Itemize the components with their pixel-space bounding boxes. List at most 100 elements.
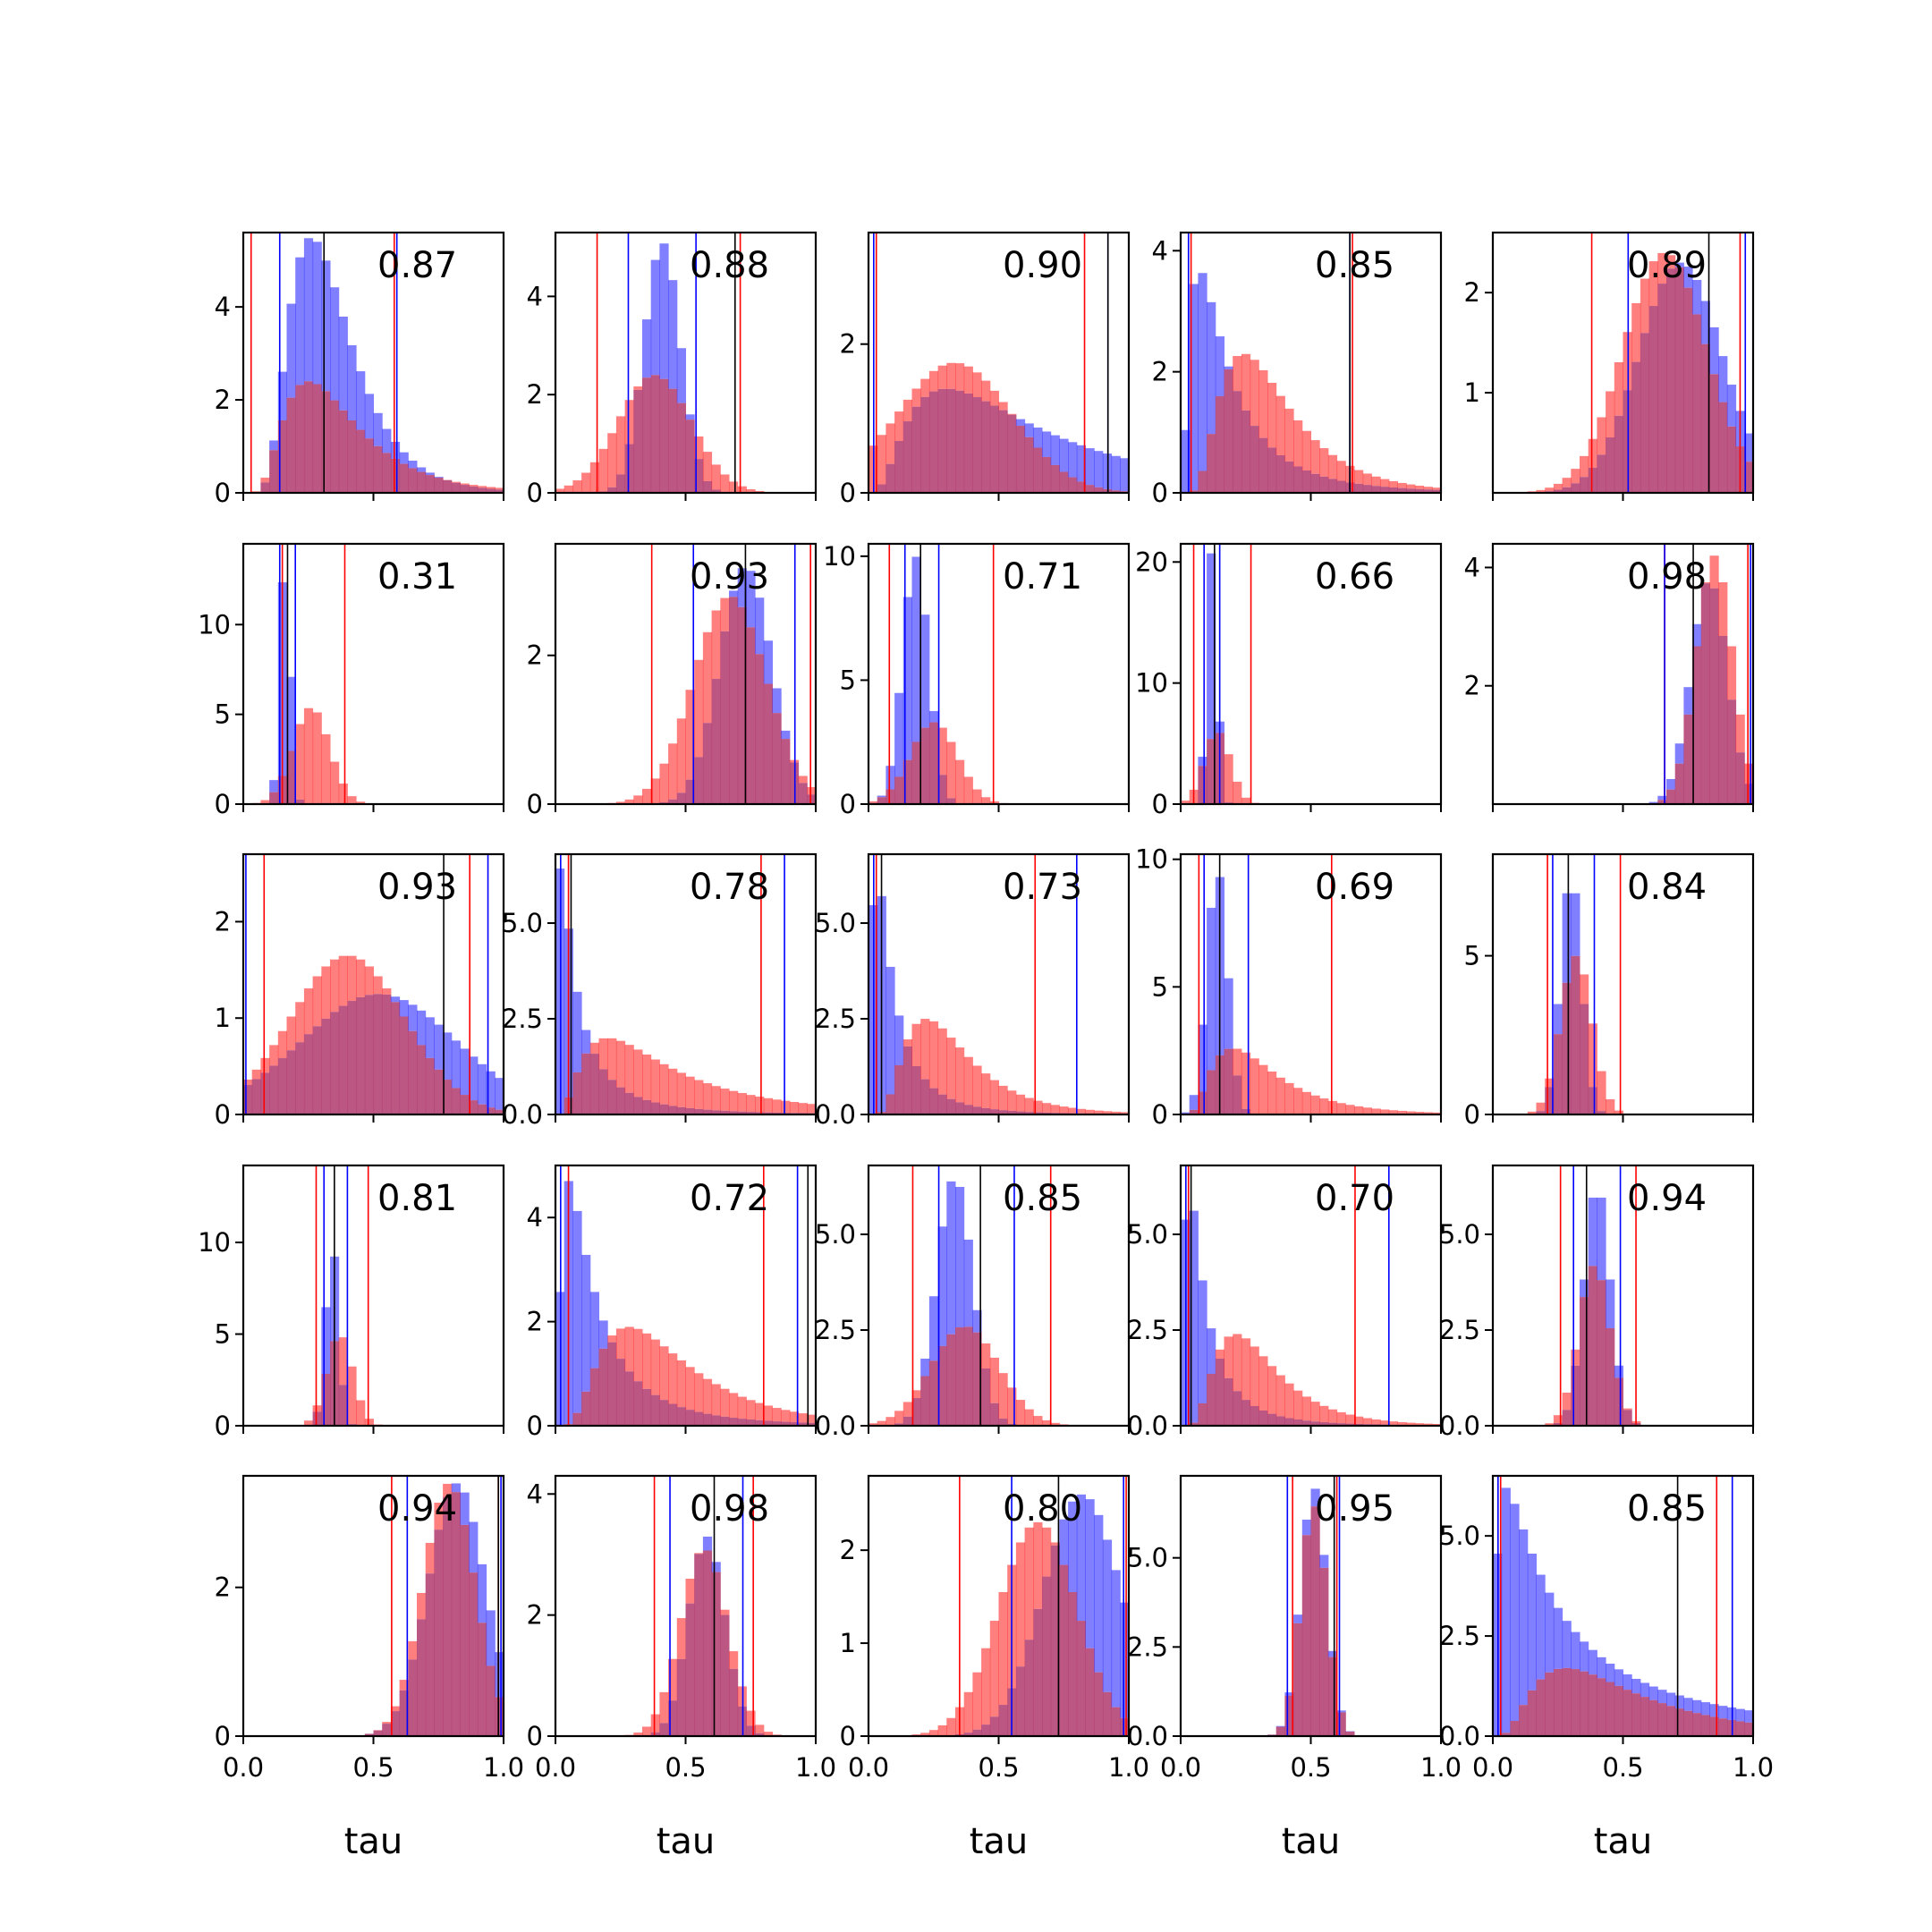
x-axis-label: tau [344,1821,403,1862]
histogram-bar-overlap [711,1110,721,1114]
histogram-bar-overlap [1380,487,1390,493]
histogram-bar [615,416,626,475]
y-tick-label: 0.0 [1439,1411,1480,1441]
histogram-bar-overlap [1527,1690,1537,1736]
histogram-bar [650,1059,660,1103]
histogram-bar [1606,1279,1615,1328]
histogram-bar-overlap [1580,1004,1589,1114]
panel-annotation: 0.88 [690,245,769,286]
histogram-bar [460,1048,470,1096]
histogram-bar-overlap [920,727,930,804]
histogram-bar-overlap [347,419,357,493]
histogram-bar [1033,1521,1043,1609]
quantile-lines [1497,1476,1733,1736]
histogram-bar [1562,893,1572,983]
histogram-bar [495,487,504,490]
histogram-bar-overlap [946,1098,956,1114]
histogram-bar-overlap [911,1398,921,1426]
histogram-bar-overlap [685,1603,695,1736]
histogram-bar [1284,1082,1294,1114]
histogram-bar-overlap [1284,1695,1294,1736]
histogram-bar [1657,1690,1667,1704]
histogram-bar [1241,1052,1251,1109]
histogram-bar-overlap [1657,1703,1667,1736]
histogram-bar [1709,1704,1719,1717]
quantile-lines [596,233,741,493]
histogram-bar [295,257,305,386]
histogram-bar-overlap [729,1418,739,1426]
histogram-bar [1744,433,1753,462]
histogram-bar [1068,442,1078,478]
histogram-bar [877,795,886,798]
histogram-bar [937,365,947,389]
histogram-bar [286,303,296,398]
quantile-lines [959,1476,1127,1736]
histogram-bar [789,1102,800,1114]
histogram-bar [1215,1349,1224,1359]
histogram-bar-overlap [902,759,912,804]
histogram-bar-overlap [1085,1648,1095,1736]
histogram-bar [1657,795,1667,801]
histogram-bar-overlap [668,1403,678,1426]
histogram-bar [1631,1678,1641,1694]
histogram-bar-overlap [1726,426,1737,493]
histogram-bar-overlap [746,627,756,804]
histogram-bar [373,412,383,446]
histogram-bar [920,1019,930,1080]
histogram-bar [1700,582,1710,584]
histogram-bar [1042,1103,1052,1113]
histogram-bar [251,1069,261,1080]
histogram-bar-overlap [781,1421,791,1426]
histogram-bar [1606,1099,1615,1114]
histogram-bars [356,1483,504,1736]
histogram-bar-overlap [1015,1111,1026,1114]
histogram-bar [737,1396,747,1419]
histogram-bar-overlap [495,1697,504,1736]
histogram-bar-overlap [1033,1112,1043,1114]
histogram-bar [1033,428,1043,448]
histogram-bar [1198,273,1208,471]
histogram-bar [702,1536,713,1551]
histogram-bar-overlap [1648,306,1658,493]
histogram-bar-overlap [650,1102,660,1114]
histogram-bar-overlap [937,775,947,804]
histogram-bar [1042,1419,1052,1426]
histogram-bar [1527,1111,1537,1114]
histogram-bar-overlap [807,794,816,804]
histogram-bar [911,388,921,407]
histogram-bar-overlap [356,429,366,493]
histogram-bar-overlap [668,1700,678,1736]
y-tick-label: 5 [1152,971,1168,1002]
histogram-bar-overlap [443,1496,453,1736]
histogram-bar-overlap [955,1102,965,1114]
histogram-bar [417,1010,427,1046]
histogram-bar [1007,413,1017,415]
histogram-bar [1527,1553,1537,1690]
histogram-bar [1094,1514,1104,1673]
histogram-bar-overlap [981,1724,991,1736]
histogram-bar [1562,1621,1572,1668]
histogram-bar [711,1562,721,1572]
histogram-bar [720,1388,730,1417]
histogram-bar-overlap [1198,1402,1208,1426]
histogram-bar [1692,623,1702,647]
histogram-bar [338,784,348,804]
histogram-bar [729,1651,739,1669]
panel-r5c3: 0 1 2 0.0 0.5 1.0 0.80 [840,1474,1149,1783]
histogram-bar-overlap [408,1659,418,1736]
histogram-bar-overlap [615,1087,626,1114]
histogram-bar-overlap [989,1716,999,1736]
panel-r5c5: 0.0 2.5 5.0 0.0 0.5 1.0 0.85 [1439,1474,1774,1783]
panel-annotation: 0.93 [690,556,769,597]
histogram-bar-overlap [633,1381,643,1426]
histogram-bar [694,659,704,758]
y-tick-label: 2 [215,385,231,415]
histogram-bar [955,759,965,804]
histogram-bar [321,1307,331,1374]
histogram-bar-overlap [737,1111,747,1114]
y-tick-label: 5 [840,665,856,695]
histogram-bar-overlap [642,377,652,493]
histogram-bar [1189,1095,1199,1110]
histogram-bar [1267,382,1277,448]
histogram-bar-overlap [1189,1109,1199,1114]
